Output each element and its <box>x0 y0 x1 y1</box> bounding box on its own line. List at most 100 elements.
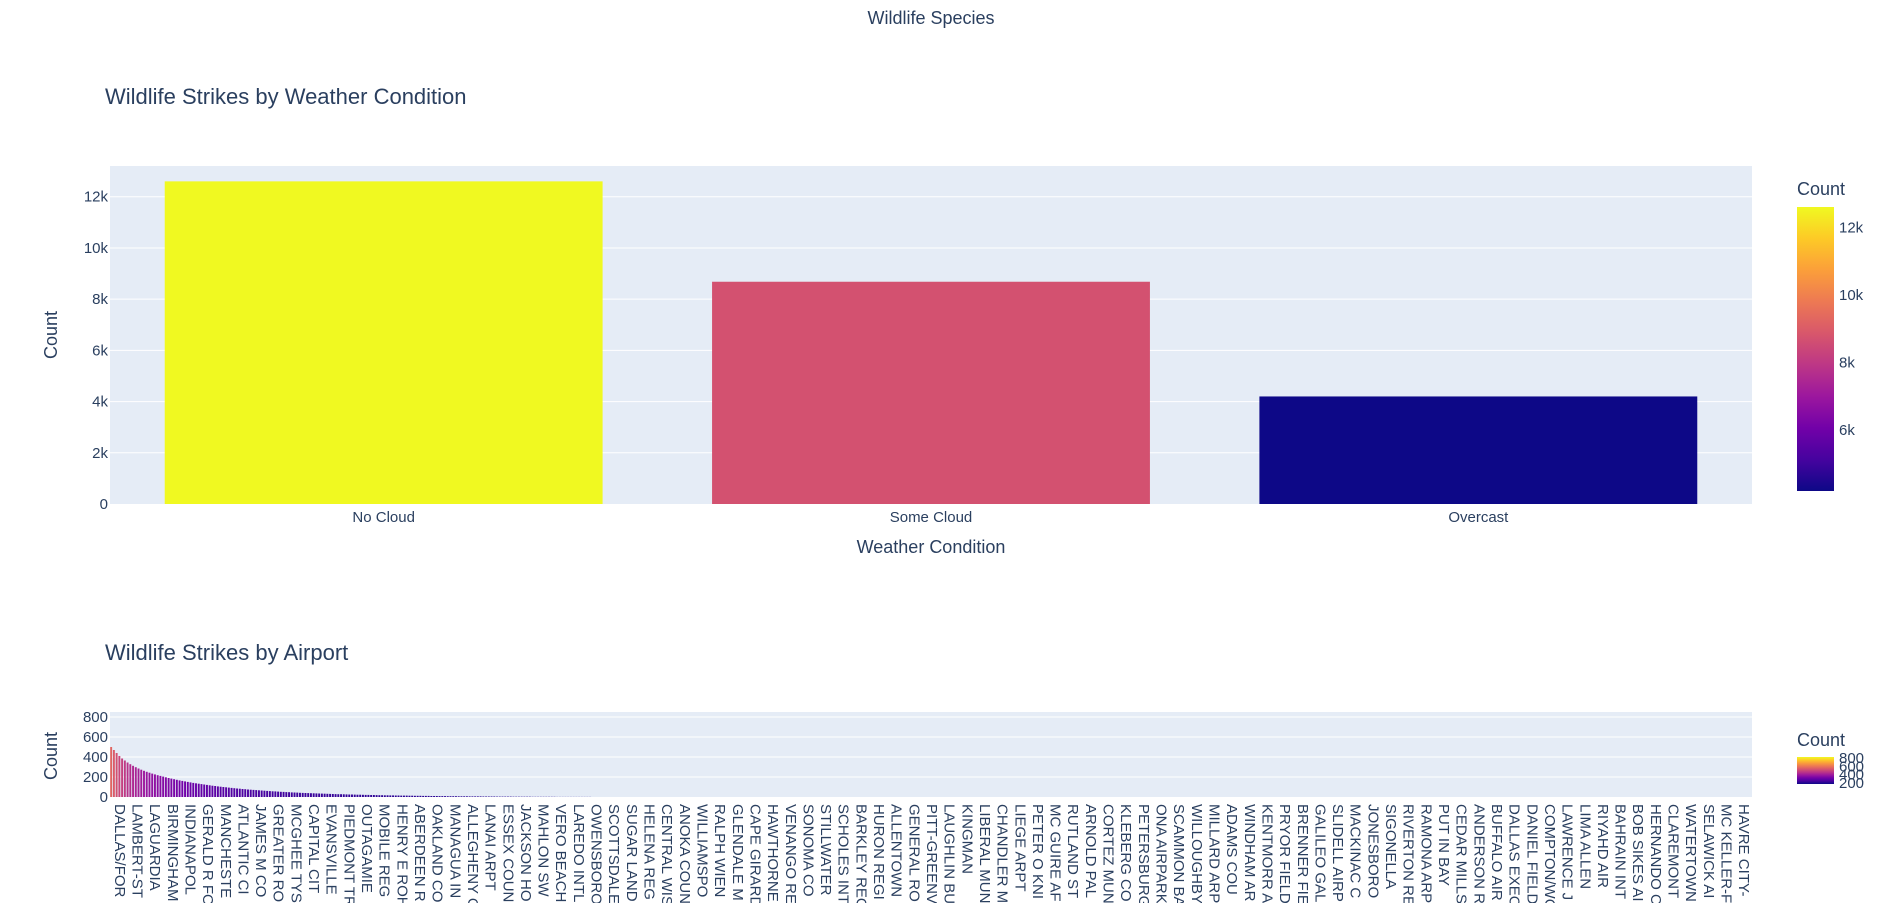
airport-bar[interactable] <box>455 796 457 797</box>
airport-bar[interactable] <box>435 796 438 797</box>
airport-bar[interactable] <box>334 794 337 797</box>
airport-bar[interactable] <box>490 796 493 798</box>
airport-bar[interactable] <box>189 782 192 797</box>
airport-bar[interactable] <box>260 790 263 798</box>
airport-bar[interactable] <box>255 790 258 797</box>
airport-bar[interactable] <box>140 769 143 797</box>
airport-bar[interactable] <box>137 768 140 798</box>
airport-bar[interactable] <box>383 795 386 797</box>
airport-bar[interactable] <box>318 793 321 798</box>
airport-bar[interactable] <box>424 795 427 797</box>
airport-bar[interactable] <box>222 787 225 797</box>
airport-bar[interactable] <box>115 753 118 797</box>
airport-bar[interactable] <box>474 796 477 797</box>
airport-bar[interactable] <box>249 789 252 797</box>
airport-bar[interactable] <box>356 794 359 797</box>
airport-bar[interactable] <box>422 795 425 797</box>
airport-bar[interactable] <box>271 791 274 797</box>
airport-bar[interactable] <box>175 779 178 797</box>
airport-bar[interactable] <box>408 795 411 797</box>
airport-bar[interactable] <box>476 796 479 797</box>
airport-bar[interactable] <box>266 790 269 797</box>
airport-bar[interactable] <box>427 795 430 797</box>
airport-bar[interactable] <box>337 794 340 797</box>
airport-bar[interactable] <box>227 787 230 797</box>
airport-bar[interactable] <box>132 765 135 797</box>
airport-bar[interactable] <box>277 791 280 797</box>
airport-bar[interactable] <box>413 795 416 797</box>
airport-bar[interactable] <box>214 786 217 797</box>
airport-bar[interactable] <box>153 774 156 797</box>
airport-bar[interactable] <box>364 794 367 797</box>
airport-bar[interactable] <box>205 784 208 797</box>
airport-bar[interactable] <box>148 772 151 797</box>
airport-bar[interactable] <box>200 784 203 797</box>
airport-bar[interactable] <box>134 767 137 797</box>
airport-bar[interactable] <box>162 776 165 797</box>
airport-bar[interactable] <box>173 779 176 797</box>
airport-bar[interactable] <box>433 796 436 797</box>
airport-bar[interactable] <box>293 792 296 798</box>
airport-bar[interactable] <box>493 796 496 798</box>
airport-bar[interactable] <box>438 796 441 797</box>
airport-bar[interactable] <box>290 792 293 797</box>
airport-bar[interactable] <box>309 793 312 797</box>
airport-bar[interactable] <box>389 795 392 797</box>
airport-bar[interactable] <box>348 794 351 798</box>
airport-bar[interactable] <box>288 792 290 797</box>
airport-bar[interactable] <box>430 796 433 797</box>
airport-bar[interactable] <box>381 795 384 797</box>
airport-bar[interactable] <box>353 794 356 797</box>
airport-bar[interactable] <box>446 796 449 797</box>
airport-bar[interactable] <box>118 756 121 797</box>
airport-bar[interactable] <box>307 793 310 797</box>
weather-bar[interactable] <box>712 281 1150 504</box>
airport-bar[interactable] <box>197 783 200 797</box>
airport-bar[interactable] <box>170 778 173 797</box>
airport-bar[interactable] <box>403 795 405 797</box>
airport-bar[interactable] <box>151 773 154 797</box>
airport-bar[interactable] <box>323 793 326 797</box>
airport-bar[interactable] <box>340 794 342 797</box>
airport-bar[interactable] <box>123 760 126 798</box>
airport-bar[interactable] <box>367 794 370 797</box>
airport-bar[interactable] <box>252 789 255 797</box>
airport-bar[interactable] <box>397 795 400 798</box>
airport-bar[interactable] <box>301 792 304 797</box>
airport-bar[interactable] <box>181 780 184 797</box>
airport-bar[interactable] <box>208 785 211 797</box>
airport-bar[interactable] <box>230 787 233 797</box>
airport-bar[interactable] <box>405 795 408 797</box>
airport-bar[interactable] <box>471 796 474 797</box>
airport-bar[interactable] <box>331 794 334 797</box>
airport-bar[interactable] <box>112 750 115 797</box>
airport-bar[interactable] <box>216 786 219 797</box>
airport-bar[interactable] <box>444 796 446 797</box>
airport-bar[interactable] <box>184 781 187 797</box>
airport-bar[interactable] <box>279 791 282 797</box>
airport-bar[interactable] <box>463 796 466 797</box>
airport-bar[interactable] <box>394 795 397 798</box>
airport-bar[interactable] <box>457 796 460 797</box>
airport-bar[interactable] <box>416 795 419 797</box>
airport-bar[interactable] <box>164 777 167 797</box>
airport-bar[interactable] <box>285 792 288 797</box>
airport-bar[interactable] <box>178 780 181 797</box>
airport-bar[interactable] <box>378 795 381 797</box>
airport-bar[interactable] <box>392 795 394 797</box>
airport-bar[interactable] <box>126 762 129 798</box>
airport-bar[interactable] <box>359 794 362 797</box>
airport-bar[interactable] <box>400 795 403 797</box>
airport-bar[interactable] <box>233 788 236 797</box>
airport-bar[interactable] <box>375 795 378 797</box>
airport-bar[interactable] <box>372 795 375 797</box>
airport-bar[interactable] <box>370 795 373 797</box>
airport-bar[interactable] <box>315 793 318 797</box>
airport-bar[interactable] <box>449 796 452 797</box>
airport-bar[interactable] <box>263 790 266 797</box>
airport-bar[interactable] <box>129 764 132 797</box>
airport-bar[interactable] <box>186 781 189 797</box>
airport-bar[interactable] <box>159 775 162 797</box>
airport-bar[interactable] <box>465 796 468 797</box>
airport-bar[interactable] <box>110 747 113 797</box>
